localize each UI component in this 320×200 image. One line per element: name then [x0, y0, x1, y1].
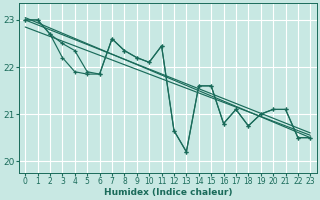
- X-axis label: Humidex (Indice chaleur): Humidex (Indice chaleur): [104, 188, 232, 197]
